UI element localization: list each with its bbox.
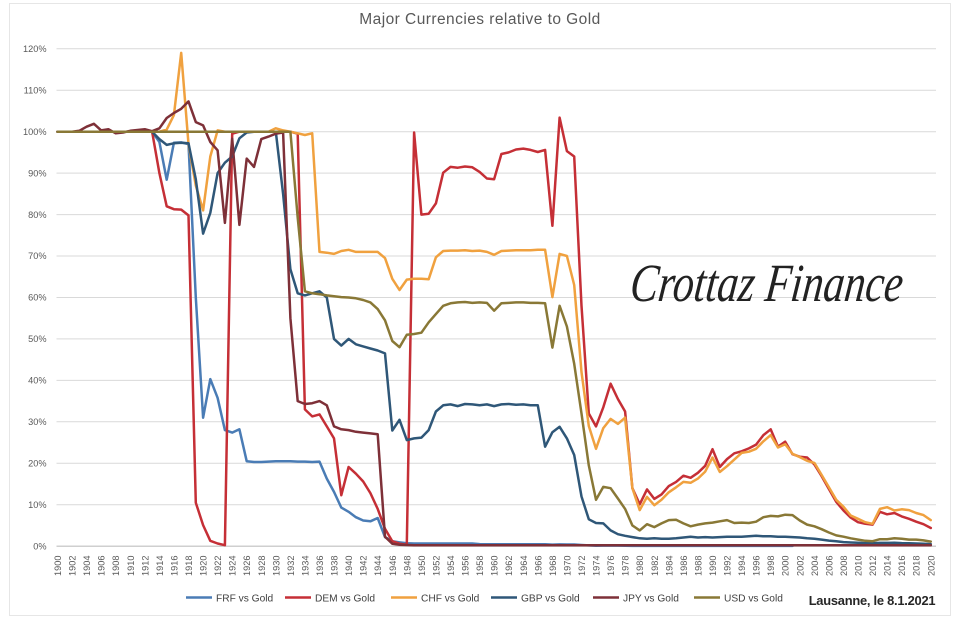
svg-text:1912: 1912 (140, 556, 150, 576)
svg-text:CHF vs Gold: CHF vs Gold (421, 594, 480, 605)
svg-text:1934: 1934 (300, 556, 310, 576)
svg-text:GBP vs Gold: GBP vs Gold (521, 594, 580, 605)
svg-text:1916: 1916 (169, 556, 179, 576)
svg-text:DEM vs Gold: DEM vs Gold (315, 594, 375, 605)
svg-text:1944: 1944 (373, 556, 383, 576)
svg-text:1948: 1948 (402, 556, 412, 576)
svg-text:1906: 1906 (97, 556, 107, 576)
svg-text:0%: 0% (33, 541, 46, 551)
svg-text:30%: 30% (28, 417, 46, 427)
svg-text:60%: 60% (28, 293, 46, 303)
svg-text:70%: 70% (28, 251, 46, 261)
svg-text:USD vs Gold: USD vs Gold (724, 594, 783, 605)
svg-text:1952: 1952 (431, 556, 441, 576)
svg-text:2016: 2016 (897, 556, 907, 576)
svg-text:50%: 50% (28, 334, 46, 344)
svg-text:1958: 1958 (475, 556, 485, 576)
svg-text:Lausanne, le 8.1.2021: Lausanne, le 8.1.2021 (809, 593, 936, 608)
svg-text:1946: 1946 (388, 556, 398, 576)
svg-text:1996: 1996 (752, 556, 762, 576)
svg-text:1942: 1942 (359, 556, 369, 576)
svg-text:1908: 1908 (111, 556, 121, 576)
svg-text:100%: 100% (23, 127, 47, 137)
svg-text:2008: 2008 (839, 556, 849, 576)
svg-text:1976: 1976 (606, 556, 616, 576)
svg-text:1928: 1928 (257, 556, 267, 576)
svg-text:2006: 2006 (824, 556, 834, 576)
svg-text:2014: 2014 (883, 556, 893, 576)
svg-text:FRF vs Gold: FRF vs Gold (216, 594, 274, 605)
svg-text:1994: 1994 (737, 556, 747, 576)
svg-text:1904: 1904 (82, 556, 92, 576)
svg-text:1938: 1938 (330, 556, 340, 576)
svg-text:2004: 2004 (810, 556, 820, 576)
svg-text:2010: 2010 (854, 556, 864, 576)
svg-text:1980: 1980 (635, 556, 645, 576)
svg-text:1974: 1974 (592, 556, 602, 576)
svg-text:1940: 1940 (344, 556, 354, 576)
svg-text:1972: 1972 (577, 556, 587, 576)
svg-text:1924: 1924 (228, 556, 238, 576)
svg-text:1910: 1910 (126, 556, 136, 576)
svg-text:Major Currencies relative to G: Major Currencies relative to Gold (359, 11, 600, 28)
svg-text:10%: 10% (28, 500, 46, 510)
svg-text:1926: 1926 (242, 556, 252, 576)
svg-text:1988: 1988 (693, 556, 703, 576)
svg-text:1978: 1978 (621, 556, 631, 576)
svg-text:1920: 1920 (199, 556, 209, 576)
svg-text:2020: 2020 (926, 556, 936, 576)
svg-text:1954: 1954 (446, 556, 456, 576)
svg-text:1936: 1936 (315, 556, 325, 576)
svg-text:JPY vs Gold: JPY vs Gold (623, 594, 679, 605)
svg-text:1900: 1900 (53, 556, 63, 576)
svg-text:1984: 1984 (664, 556, 674, 576)
svg-text:40%: 40% (28, 376, 46, 386)
svg-text:1956: 1956 (461, 556, 471, 576)
svg-text:1918: 1918 (184, 556, 194, 576)
svg-text:1950: 1950 (417, 556, 427, 576)
svg-text:1992: 1992 (723, 556, 733, 576)
svg-text:1960: 1960 (490, 556, 500, 576)
svg-text:1930: 1930 (271, 556, 281, 576)
svg-text:120%: 120% (23, 44, 47, 54)
svg-text:80%: 80% (28, 210, 46, 220)
svg-text:2000: 2000 (781, 556, 791, 576)
svg-text:1932: 1932 (286, 556, 296, 576)
svg-text:1998: 1998 (766, 556, 776, 576)
svg-text:20%: 20% (28, 459, 46, 469)
svg-text:2012: 2012 (868, 556, 878, 576)
svg-text:1986: 1986 (679, 556, 689, 576)
svg-text:1964: 1964 (519, 556, 529, 576)
svg-text:1902: 1902 (68, 556, 78, 576)
svg-text:2002: 2002 (795, 556, 805, 576)
svg-text:1962: 1962 (504, 556, 514, 576)
svg-text:1990: 1990 (708, 556, 718, 576)
svg-text:1982: 1982 (650, 556, 660, 576)
svg-text:1914: 1914 (155, 556, 165, 576)
svg-text:Crottaz Finance: Crottaz Finance (627, 254, 906, 313)
svg-text:2018: 2018 (912, 556, 922, 576)
svg-text:1922: 1922 (213, 556, 223, 576)
svg-text:1968: 1968 (548, 556, 558, 576)
svg-text:1966: 1966 (533, 556, 543, 576)
svg-text:1970: 1970 (562, 556, 572, 576)
svg-text:90%: 90% (28, 168, 46, 178)
svg-text:110%: 110% (24, 85, 47, 95)
